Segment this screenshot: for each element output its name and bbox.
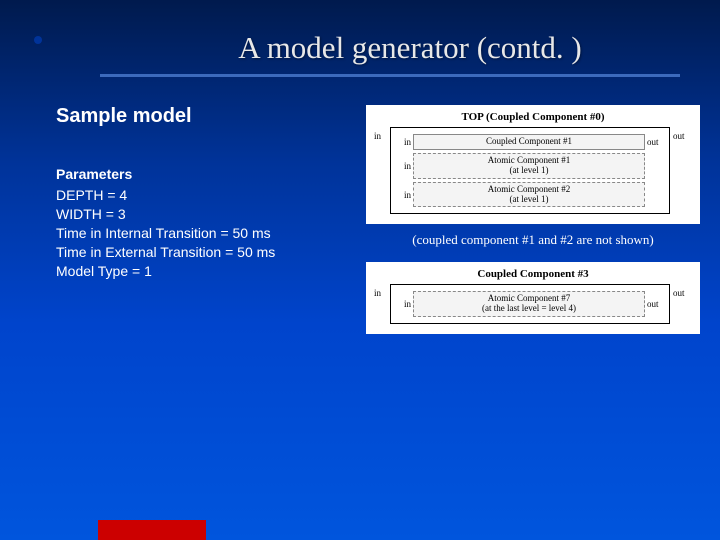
diagram2-in-label: in	[374, 284, 390, 298]
atomic1-label: Atomic Component #1	[488, 155, 571, 165]
port-in-label: in	[395, 299, 413, 309]
param-width: WIDTH = 3	[56, 205, 356, 224]
diagram-top: TOP (Coupled Component #0) in in Coupled…	[366, 105, 700, 224]
port-out-label: out	[645, 137, 665, 147]
diagram2-out-label: out	[670, 284, 692, 298]
content-area: Sample model Parameters DEPTH = 4 WIDTH …	[0, 77, 720, 340]
atomic-component-1-box: Atomic Component #1 (at level 1)	[413, 153, 645, 179]
atomic2-label: Atomic Component #2	[488, 184, 571, 194]
diagram2-outer-box: in Atomic Component #7 (at the last leve…	[390, 284, 670, 324]
coupled-component-1-box: Coupled Component #1	[413, 134, 645, 150]
diagram-top-row-atomic1: in Atomic Component #1 (at level 1)	[395, 153, 665, 179]
diagram-top-outer-box: in Coupled Component #1 out in Atomic Co…	[390, 127, 670, 214]
param-external: Time in External Transition = 50 ms	[56, 243, 356, 262]
port-in-label: in	[395, 190, 413, 200]
diagram-top-row-coupled1: in Coupled Component #1 out	[395, 134, 665, 150]
right-column: TOP (Coupled Component #0) in in Coupled…	[366, 105, 700, 340]
slide-title: A model generator (contd. )	[100, 30, 720, 66]
atomic-component-7-box: Atomic Component #7 (at the last level =…	[413, 291, 645, 317]
title-bullet	[34, 36, 42, 44]
port-in-label: in	[395, 161, 413, 171]
param-depth: DEPTH = 4	[56, 186, 356, 205]
port-in-label: in	[395, 137, 413, 147]
port-out-label: out	[645, 299, 665, 309]
diagram-top-title: TOP (Coupled Component #0)	[374, 111, 692, 123]
diagram-coupled3-title: Coupled Component #3	[374, 268, 692, 280]
atomic7-label: Atomic Component #7	[488, 293, 571, 303]
atomic-component-2-box: Atomic Component #2 (at level 1)	[413, 182, 645, 208]
diagram2-row-atomic7: in Atomic Component #7 (at the last leve…	[395, 291, 665, 317]
param-internal: Time in Internal Transition = 50 ms	[56, 224, 356, 243]
atomic1-sublabel: (at level 1)	[510, 165, 549, 175]
diagram-caption: (coupled component #1 and #2 are not sho…	[366, 232, 700, 248]
bottom-accent-bar	[98, 520, 206, 540]
title-underline	[100, 74, 680, 77]
slide: A model generator (contd. ) Sample model…	[0, 0, 720, 540]
param-model-type: Model Type = 1	[56, 262, 356, 281]
diagram-top-out-label: out	[670, 127, 692, 141]
subtitle: Sample model	[56, 105, 356, 128]
diagram-top-row-atomic2: in Atomic Component #2 (at level 1)	[395, 182, 665, 208]
parameters-heading: Parameters	[56, 166, 356, 182]
diagram-top-in-label: in	[374, 127, 390, 141]
diagram-coupled3: Coupled Component #3 in in Atomic Compon…	[366, 262, 700, 334]
left-column: Sample model Parameters DEPTH = 4 WIDTH …	[56, 105, 356, 340]
atomic2-sublabel: (at level 1)	[510, 194, 549, 204]
atomic7-sublabel: (at the last level = level 4)	[482, 303, 576, 313]
